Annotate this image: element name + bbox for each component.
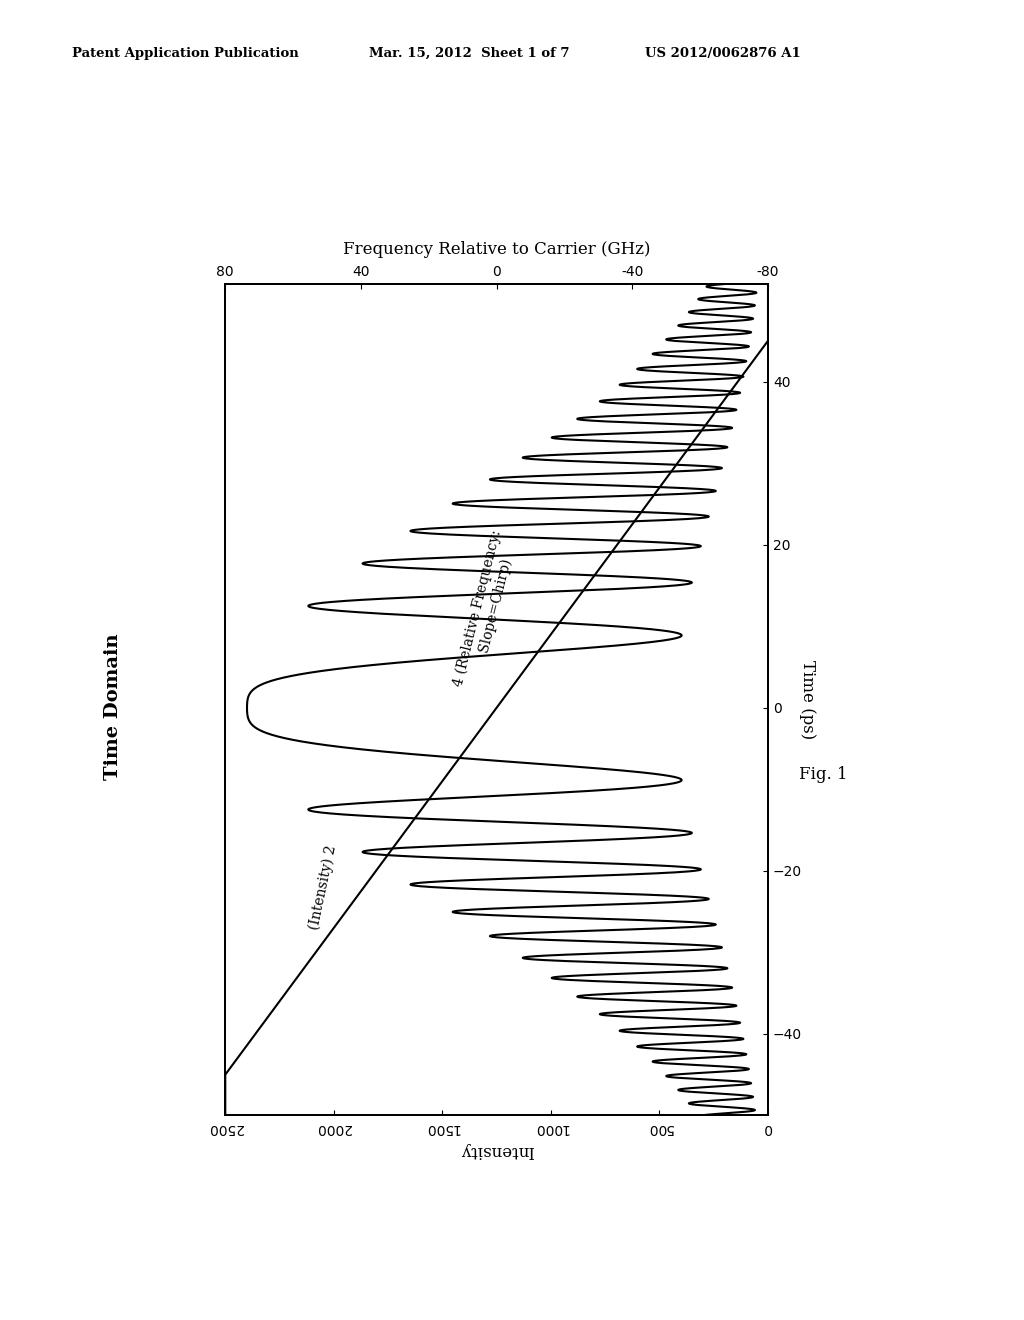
Y-axis label: Time (ps): Time (ps) <box>799 660 816 739</box>
Text: Mar. 15, 2012  Sheet 1 of 7: Mar. 15, 2012 Sheet 1 of 7 <box>369 46 569 59</box>
Text: US 2012/0062876 A1: US 2012/0062876 A1 <box>645 46 801 59</box>
Text: Time Domain: Time Domain <box>103 632 122 780</box>
Text: (Intensity) 2: (Intensity) 2 <box>307 843 339 931</box>
Text: Patent Application Publication: Patent Application Publication <box>72 46 298 59</box>
Text: Fig. 1: Fig. 1 <box>799 766 847 783</box>
X-axis label: Frequency Relative to Carrier (GHz): Frequency Relative to Carrier (GHz) <box>343 240 650 257</box>
X-axis label: Intensity: Intensity <box>460 1142 534 1159</box>
Text: 4 (Relative Frequency:
   Slope=Chirp): 4 (Relative Frequency: Slope=Chirp) <box>452 528 520 692</box>
